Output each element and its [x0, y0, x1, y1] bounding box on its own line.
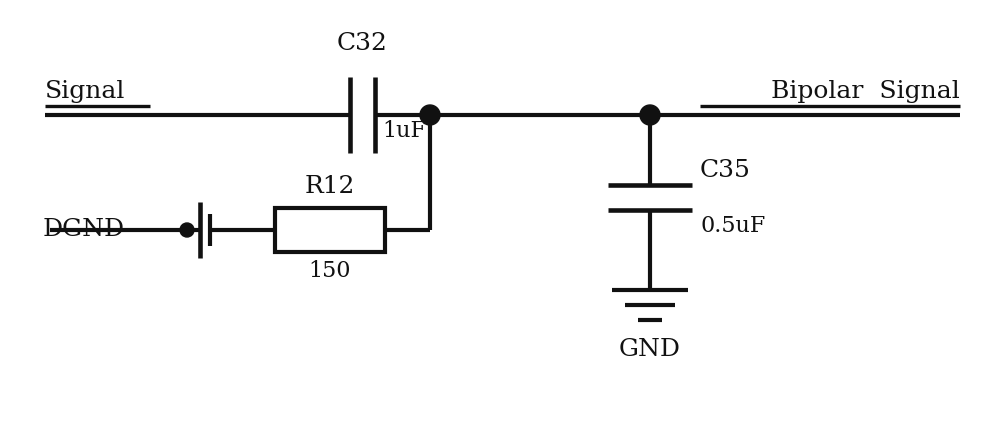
Bar	[275, 208, 385, 252]
Text: DGND: DGND	[43, 218, 125, 242]
Text: R12: R12	[305, 175, 355, 198]
Text: C32: C32	[337, 32, 388, 55]
Text: Signal: Signal	[45, 80, 125, 103]
Text: GND: GND	[619, 338, 681, 361]
Text: 1uF: 1uF	[382, 120, 426, 142]
Circle shape	[420, 105, 440, 125]
Circle shape	[180, 223, 194, 237]
Text: C35: C35	[700, 159, 751, 182]
Text: 0.5uF: 0.5uF	[700, 215, 765, 237]
Text: Bipolar  Signal: Bipolar Signal	[771, 80, 960, 103]
Circle shape	[640, 105, 660, 125]
Text: 150: 150	[309, 260, 351, 282]
